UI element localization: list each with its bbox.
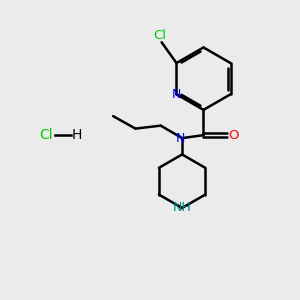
Text: Cl: Cl xyxy=(154,29,166,42)
Text: NH: NH xyxy=(173,202,191,214)
Text: N: N xyxy=(172,88,181,101)
Text: H: H xyxy=(72,128,83,142)
Text: O: O xyxy=(229,129,239,142)
Text: Cl: Cl xyxy=(39,128,53,142)
Text: N: N xyxy=(176,132,185,145)
